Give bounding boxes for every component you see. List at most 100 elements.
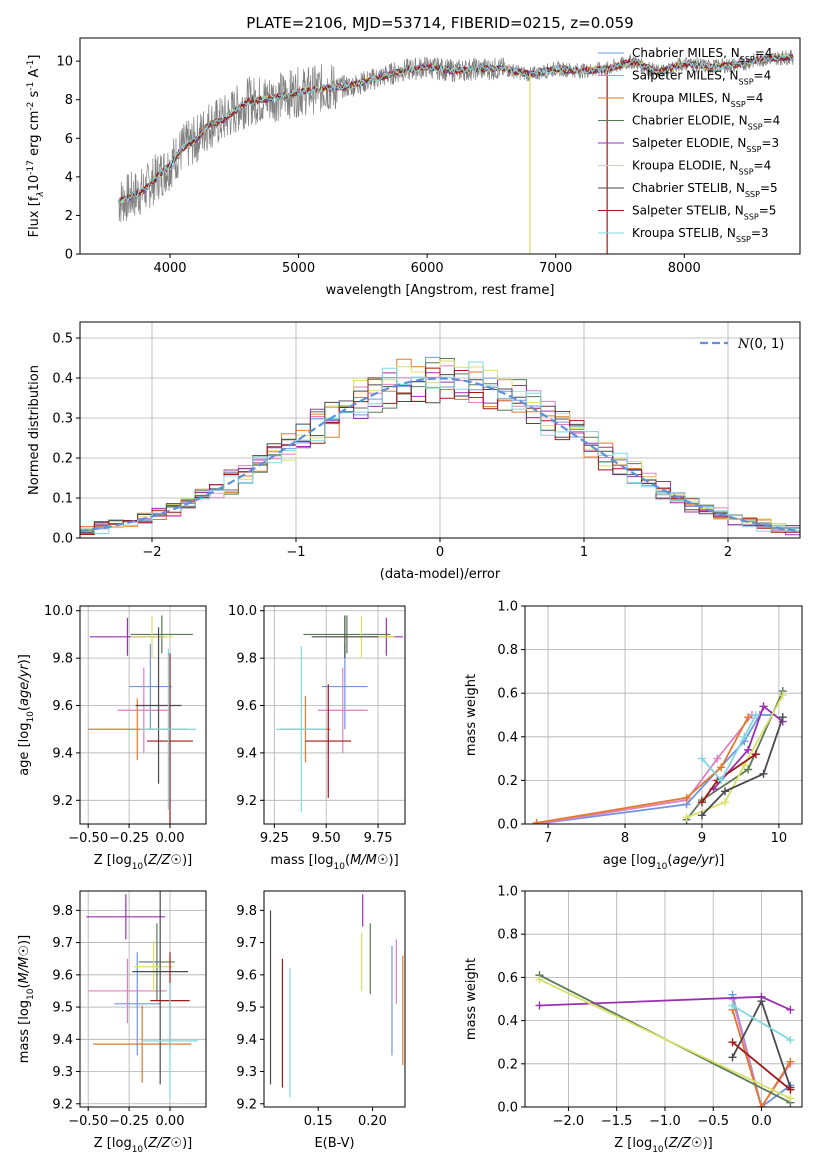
y-axis-label: age [log10(age/yr)]	[17, 654, 36, 776]
y-tick-label: 0.2	[497, 774, 518, 789]
legend-label: Chabrier STELIB, NSSP=5	[632, 181, 778, 199]
mass-weight-line	[539, 978, 791, 1100]
plus-marker	[697, 754, 706, 763]
plus-marker	[778, 713, 787, 722]
plus-marker	[721, 798, 730, 807]
x-tick-label: 9	[698, 831, 706, 846]
x-tick-label: 0.20	[358, 1114, 387, 1129]
y-tick-label: 9.7	[236, 936, 257, 951]
legend-label: N(0, 1)	[737, 337, 784, 352]
axes-frame	[79, 37, 801, 255]
y-tick-label: 9.5	[52, 1001, 73, 1016]
y-tick-label: 0.5	[52, 332, 73, 347]
y-tick-label: 4	[65, 170, 73, 185]
x-tick-label: 1	[580, 545, 588, 560]
y-tick-label: 0.2	[497, 1057, 518, 1072]
x-tick-label: 0.00	[156, 831, 185, 846]
y-tick-label: 0.4	[52, 372, 73, 387]
plus-marker	[759, 769, 768, 778]
x-tick-label: 2	[724, 545, 732, 560]
y-tick-label: 9.2	[236, 794, 257, 809]
x-axis-label: wavelength [Angstrom, rest frame]	[326, 283, 555, 298]
y-tick-label: 9.4	[52, 1033, 73, 1048]
x-tick-label: 0.00	[156, 1114, 185, 1129]
legend-label: Salpeter MILES, NSSP=4	[632, 69, 771, 87]
y-tick-label: 0.2	[52, 452, 73, 467]
y-tick-label: 9.3	[236, 1065, 257, 1080]
y-tick-label: 0.1	[52, 492, 73, 507]
legend-label: Kroupa STELIB, NSSP=3	[632, 226, 769, 244]
x-tick-label: −0.5	[697, 1114, 729, 1129]
panel-mass-weight-vs-metallicity: −2.0 −1.5 −1.0 −0.5 0.0 0.0 0.2 0.4 0.6 0.8 1.0 Z […	[464, 885, 803, 1155]
panel-mass-vs-metallicity: −0.50 −0.25 0.00 9.2 9.3 9.4 9.5 9.6 9.7 9.8 Z [lo…	[17, 890, 207, 1155]
plus-marker	[751, 750, 760, 759]
mass-weight-line	[685, 690, 784, 821]
y-tick-label: 0.6	[497, 971, 518, 986]
x-tick-label: 0	[436, 545, 444, 560]
x-tick-label: 0.0	[751, 1114, 772, 1129]
x-tick-label: 10	[771, 831, 788, 846]
plus-marker	[728, 1053, 737, 1062]
x-tick-label: 7000	[539, 261, 572, 276]
plot-area	[269, 894, 404, 1098]
plot-area	[535, 971, 795, 1107]
plus-marker	[744, 745, 753, 754]
x-axis-label: Z [log10(Z/Z☉)]	[94, 853, 193, 872]
plot-area	[80, 356, 800, 537]
x-tick-label: 9.25	[260, 831, 289, 846]
plus-marker	[697, 798, 706, 807]
plus-marker	[757, 1103, 766, 1107]
y-tick-label: 9.2	[52, 1097, 73, 1112]
plus-marker	[751, 711, 760, 719]
plus-marker	[786, 1036, 795, 1045]
plus-marker	[532, 818, 541, 824]
plus-marker	[786, 1085, 795, 1094]
y-axis-label: mass weight	[464, 674, 479, 756]
y-tick-label: 6	[65, 132, 73, 147]
x-tick-label: 7	[544, 831, 552, 846]
x-tick-label: −1.0	[649, 1114, 681, 1129]
axes-frame	[524, 605, 803, 825]
plot-area	[532, 687, 787, 824]
x-tick-label: −0.25	[109, 1114, 149, 1129]
axes-frame	[263, 605, 406, 825]
axes-frame	[263, 890, 406, 1108]
y-tick-label: 8	[65, 93, 73, 108]
plus-marker	[744, 713, 753, 722]
plus-marker	[786, 1005, 795, 1014]
x-tick-label: 4000	[153, 261, 186, 276]
y-tick-label: 0	[65, 248, 73, 263]
data-spectrum	[118, 49, 794, 223]
y-tick-label: 9.6	[236, 968, 257, 983]
legend-label: Salpeter ELODIE, NSSP=3	[632, 136, 779, 154]
gaussian-curve	[80, 377, 800, 533]
panel-mass-vs-extinction: 0.15 0.20 9.2 9.3 9.4 9.5 9.6 9.7 9.8 E(B-V)	[236, 890, 406, 1151]
x-tick-label: −2.0	[553, 1114, 585, 1129]
x-tick-label: 9.50	[312, 831, 341, 846]
y-axis-label: Flux [fλ10-17 erg cm-2 s-1 A-1]	[26, 55, 46, 238]
y-tick-label: 0.3	[52, 412, 73, 427]
legend-label: Kroupa ELODIE, NSSP=4	[632, 159, 771, 177]
x-tick-label: −0.25	[109, 831, 149, 846]
plus-marker	[744, 765, 753, 774]
mass-weight-line	[731, 1009, 792, 1107]
y-tick-label: 9.8	[236, 652, 257, 667]
x-tick-label: 0.15	[304, 1114, 333, 1129]
panel-age-vs-metallicity: −0.50 −0.25 0.00 9.2 9.4 9.6 9.8 10.0 Z [log10(Z…	[17, 604, 207, 872]
x-axis-label: E(B-V)	[314, 1136, 354, 1151]
y-tick-label: 0.8	[497, 928, 518, 943]
panel-spectrum: 4000 5000 6000 7000 8000 0 2 4 6 8 10 wavelength [A…	[26, 37, 801, 298]
x-tick-label: 9.75	[364, 831, 393, 846]
plus-marker	[786, 1057, 795, 1066]
y-tick-label: 9.2	[236, 1097, 257, 1112]
y-tick-label: 2	[65, 209, 73, 224]
y-tick-label: 9.4	[236, 746, 257, 761]
x-tick-label: −1.5	[601, 1114, 633, 1129]
y-tick-label: 9.8	[52, 904, 73, 919]
legend-label: Kroupa MILES, NSSP=4	[632, 91, 763, 109]
plus-marker	[786, 1094, 795, 1103]
plus-marker	[728, 1038, 737, 1047]
mass-weight-line	[536, 714, 753, 824]
y-tick-label: 0.0	[497, 1101, 518, 1116]
